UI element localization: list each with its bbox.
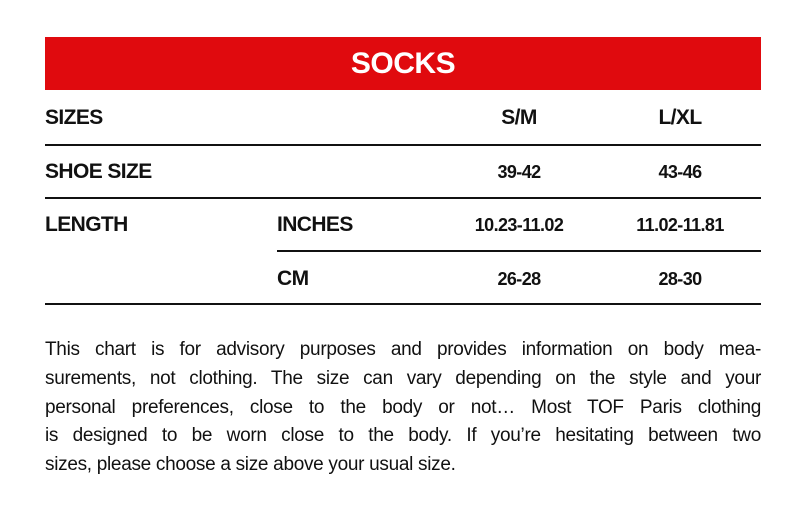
note-line: personal preferences, close to the body … <box>45 396 761 418</box>
divider <box>277 250 761 252</box>
note-line: sizes, please choose a size above your u… <box>45 454 456 476</box>
shoe-size-lxl: 43-46 <box>658 162 702 182</box>
column-header-sm: S/M <box>501 106 537 129</box>
row-sublabel-cm: CM <box>277 267 309 290</box>
advisory-note: This chart is for advisory purposes and … <box>45 336 761 480</box>
length-cm-sm: 26-28 <box>497 269 541 289</box>
row-sublabel-inches: INCHES <box>277 213 353 236</box>
chart-title: SOCKS <box>350 46 456 80</box>
length-cm-lxl: 28-30 <box>658 269 702 289</box>
divider <box>45 144 761 146</box>
note-line: surements, not clothing. The size can va… <box>45 367 761 389</box>
note-line: This chart is for advisory purposes and … <box>45 339 761 360</box>
note-line: is designed to be worn close to the body… <box>45 425 761 447</box>
length-inches-sm: 10.23-11.02 <box>474 215 564 235</box>
divider <box>45 303 761 305</box>
row-label-length: LENGTH <box>45 213 128 236</box>
shoe-size-sm: 39-42 <box>497 162 541 182</box>
column-header-lxl: L/XL <box>658 106 702 129</box>
divider <box>45 197 761 199</box>
chart-title-banner: SOCKS <box>45 37 761 90</box>
sizes-header: SIZES <box>45 106 103 129</box>
row-label-shoe-size: SHOE SIZE <box>45 160 152 183</box>
length-inches-lxl: 11.02-11.81 <box>636 215 724 235</box>
